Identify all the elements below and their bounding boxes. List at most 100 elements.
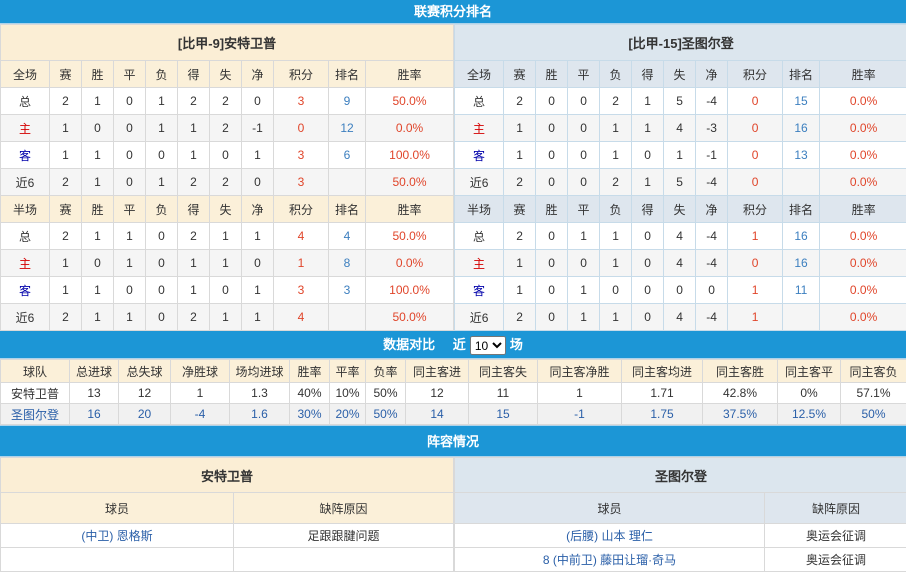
stat-cell: 2 <box>177 303 210 331</box>
column-header: 半场 <box>454 195 505 223</box>
stat-cell: -3 <box>695 114 729 142</box>
stat-cell: 13 <box>782 141 821 169</box>
column-header: 球员 <box>454 492 766 524</box>
lineup-table-1: 圣图尔登 球员 缺阵原因 (后腰) 山本 理仁 奥运会征调 8 (中前卫) 藤田让瑠·奇马… <box>454 457 906 572</box>
stat-cell: 1 <box>631 87 665 115</box>
stat-cell: 1 <box>81 168 114 196</box>
team-name: [比甲-15]圣图尔登 <box>454 24 906 61</box>
lineup-row: (中卫) 恩格斯 足跟跟腱问题 <box>0 523 455 548</box>
stat-cell: 1 <box>81 276 114 304</box>
stat-cell: 0 <box>535 168 569 196</box>
compare-row: 圣图尔登 16 20 -4 1.6 30% 20% 50% 14 15 -1 1.75 37.5% 12.… <box>0 403 906 425</box>
compare-header: 数据对比 近 10 场 <box>0 331 906 359</box>
stat-cell: 1 <box>49 141 82 169</box>
column-header: 赛 <box>503 60 537 88</box>
row-label: 总 <box>0 222 50 250</box>
stat-cell: 1 <box>49 276 82 304</box>
column-header: 胜率 <box>289 359 330 383</box>
stat-cell: 3 <box>328 276 366 304</box>
lineup-table-0: 安特卫普 球员 缺阵原因 (中卫) 恩格斯 足跟跟腱问题 <box>0 457 455 572</box>
stat-cell: 2 <box>209 168 242 196</box>
player-link[interactable] <box>0 547 234 572</box>
lineup-row: (后腰) 山本 理仁 奥运会征调 <box>454 523 906 548</box>
column-header: 同主客均进 <box>621 359 703 383</box>
stat-cell: 4 <box>273 222 329 250</box>
stat-cell: 0 <box>209 276 242 304</box>
stat-cell: 12 <box>118 382 171 404</box>
stat-cell: -4 <box>695 168 729 196</box>
player-link[interactable]: (中卫) 恩格斯 <box>0 523 234 548</box>
match-count-select[interactable]: 10 <box>469 336 506 356</box>
stat-cell: 15 <box>468 403 538 425</box>
stat-cell: 0 <box>567 87 601 115</box>
row-label: 总 <box>454 222 505 250</box>
stat-cell: 50.0% <box>364 303 455 331</box>
standings-row: 主 1 0 0 1 0 4 -4 0 16 0.0% <box>454 249 906 277</box>
stat-cell: 2 <box>599 168 633 196</box>
row-label: 总 <box>454 87 505 115</box>
absence-reason: 足跟跟腱问题 <box>232 523 455 548</box>
stat-cell: 0 <box>567 249 601 277</box>
row-label: 客 <box>454 141 505 169</box>
standings-row: 总 2 0 1 1 0 4 -4 1 16 0.0% <box>454 222 906 250</box>
column-header: 积分 <box>273 60 329 88</box>
stat-cell: 2 <box>503 303 537 331</box>
column-header: 胜 <box>81 195 114 223</box>
stat-cell: -4 <box>695 87 729 115</box>
column-header: 总进球 <box>69 359 119 383</box>
stat-cell: 0.0% <box>819 303 906 331</box>
stat-cell: 14 <box>405 403 469 425</box>
standings-row: 客 1 0 0 1 0 1 -1 0 13 0.0% <box>454 141 906 169</box>
column-header: 得 <box>177 195 210 223</box>
column-header: 缺阵原因 <box>232 492 455 524</box>
stat-cell: 2 <box>599 87 633 115</box>
column-header: 胜率 <box>819 60 906 88</box>
column-header: 负 <box>599 195 633 223</box>
standings-row: 客 1 1 0 0 1 0 1 3 6 100.0% <box>0 141 455 169</box>
stat-cell: 0 <box>113 87 146 115</box>
column-header: 同主客平 <box>777 359 841 383</box>
column-header: 同主客负 <box>840 359 906 383</box>
column-header: 负 <box>599 60 633 88</box>
stat-cell: 0 <box>567 141 601 169</box>
player-link[interactable]: (后腰) 山本 理仁 <box>454 523 766 548</box>
stat-cell: -4 <box>695 303 729 331</box>
standings-row: 客 1 1 0 0 1 0 1 3 3 100.0% <box>0 276 455 304</box>
stat-cell: 0.0% <box>819 168 906 196</box>
standings-row: 近6 2 1 1 0 2 1 1 4 50.0% <box>0 303 455 331</box>
stat-cell: 50.0% <box>364 168 455 196</box>
stat-cell: 1 <box>599 303 633 331</box>
stat-cell: -1 <box>695 141 729 169</box>
stat-cell: 0 <box>113 276 146 304</box>
stat-cell: 1 <box>49 114 82 142</box>
player-link[interactable]: 8 (中前卫) 藤田让瑠·奇马 <box>454 547 766 572</box>
stat-cell: 1.6 <box>229 403 290 425</box>
stat-cell: 1 <box>209 249 242 277</box>
stat-cell: 0 <box>567 114 601 142</box>
stat-cell <box>328 168 366 196</box>
stat-cell: 1 <box>241 276 274 304</box>
stat-cell: 1 <box>145 168 178 196</box>
stat-cell: 5 <box>663 87 697 115</box>
stat-cell: 0 <box>631 222 665 250</box>
stat-cell: 4 <box>273 303 329 331</box>
stat-cell: 1 <box>727 222 784 250</box>
stat-cell: 2 <box>209 87 242 115</box>
stat-cell: 1 <box>631 168 665 196</box>
row-label: 客 <box>0 141 50 169</box>
column-header: 得 <box>631 195 665 223</box>
stat-cell: 12 <box>328 114 366 142</box>
stat-cell: 16 <box>782 249 821 277</box>
stat-cell: 1 <box>727 276 784 304</box>
standings-row: 总 2 0 0 2 1 5 -4 0 15 0.0% <box>454 87 906 115</box>
stat-cell: 1 <box>241 303 274 331</box>
stat-cell: 0 <box>631 141 665 169</box>
column-header: 半场 <box>0 195 50 223</box>
stat-cell: 50% <box>365 382 406 404</box>
standings-row: 总 2 1 0 1 2 2 0 3 9 50.0% <box>0 87 455 115</box>
standings-row: 客 1 0 1 0 0 0 0 1 11 0.0% <box>454 276 906 304</box>
stat-cell: 0 <box>81 249 114 277</box>
stat-cell: 2 <box>177 87 210 115</box>
stat-cell: 1.75 <box>621 403 703 425</box>
stat-cell: 1 <box>241 141 274 169</box>
